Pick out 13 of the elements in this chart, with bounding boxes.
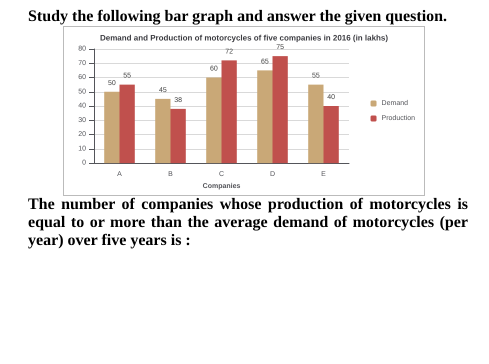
bar [324, 106, 339, 164]
bar [257, 70, 272, 164]
bar [104, 92, 120, 164]
text: The number of companies whose production of motorcycles is equal to or more than the average demand of motorcycles (per year) over five years is : [28, 196, 468, 250]
chart-title: Demand and Production of motorcycles of five companies in 2016 (in lakhs) [100, 34, 388, 42]
bar [155, 98, 170, 164]
bar [170, 108, 186, 164]
bar [120, 84, 135, 164]
bar [272, 56, 288, 164]
bar [222, 60, 237, 164]
bar [308, 84, 324, 164]
text: Study the following bar graph and answer the given question. [28, 8, 448, 26]
bar [206, 78, 222, 164]
